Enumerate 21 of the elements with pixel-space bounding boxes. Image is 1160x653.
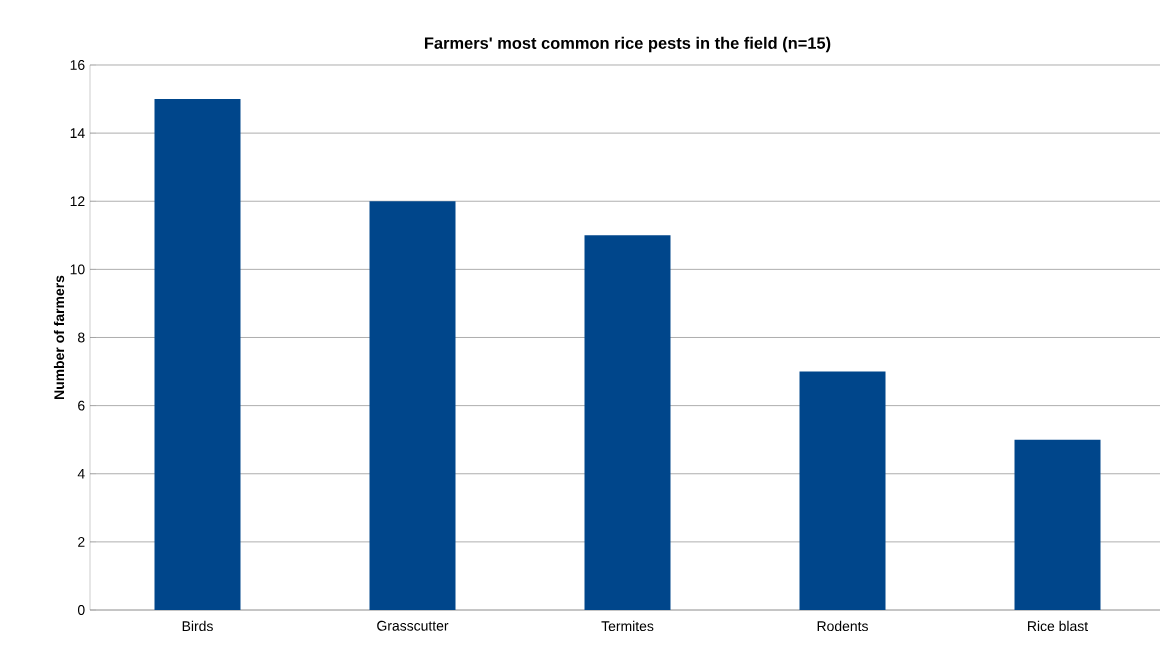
x-tick-label: Rodents (817, 620, 868, 632)
y-tick-label: 12 (70, 196, 85, 207)
y-tick-label: 14 (70, 128, 85, 138)
bar (584, 235, 671, 610)
bar (369, 201, 456, 610)
x-tick-label: Termites (601, 620, 654, 632)
y-tick-label: 6 (78, 400, 85, 411)
x-tick-label: Grasscutter (377, 620, 449, 631)
y-tick-label: 10 (70, 264, 85, 275)
y-tick-label: 8 (78, 332, 85, 343)
y-tick-label: 16 (70, 60, 85, 70)
chart-title: Farmers' most common rice pests in the field (n=15) (424, 36, 831, 53)
x-tick-label: Birds (182, 620, 213, 632)
y-tick-label: 2 (78, 536, 85, 547)
bar (1014, 439, 1101, 610)
y-axis-title: Number of farmers (53, 275, 65, 399)
x-tick-label: Rice blast (1028, 620, 1089, 632)
bar (154, 99, 241, 610)
y-tick-label: 0 (77, 605, 85, 615)
y-tick-label: 4 (77, 468, 85, 479)
bar (799, 371, 886, 610)
